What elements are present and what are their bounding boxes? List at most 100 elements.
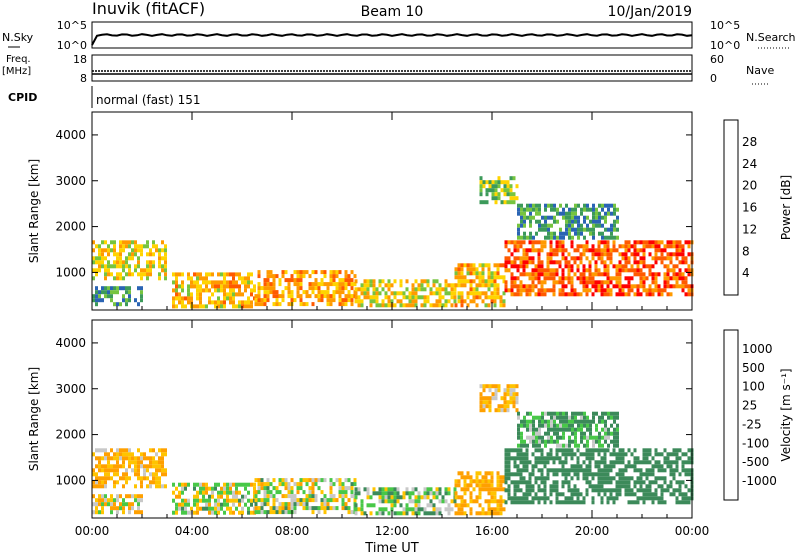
- echo-cell: [621, 256, 625, 261]
- echo-cell: [516, 268, 520, 273]
- echo-cell: [675, 488, 679, 493]
- echo-cell: [609, 252, 613, 257]
- echo-cell: [525, 284, 529, 289]
- echo-cell: [172, 280, 175, 285]
- echo-cell: [266, 494, 270, 499]
- echo-cell: [636, 264, 640, 269]
- echo-cell: [543, 480, 547, 485]
- echo-cell: [606, 280, 610, 285]
- echo-cell: [577, 203, 580, 208]
- echo-cell: [580, 439, 583, 444]
- echo-cell: [549, 256, 553, 261]
- echo-cell: [516, 256, 520, 261]
- echo-cell: [528, 472, 532, 477]
- echo-cell: [666, 292, 670, 297]
- echo-cell: [607, 211, 610, 216]
- echo-cell: [642, 496, 646, 501]
- echo-cell: [104, 248, 107, 253]
- echo-cell: [669, 240, 673, 245]
- echo-cell: [509, 384, 513, 389]
- echo-cell: [585, 492, 589, 497]
- echo-cell: [491, 392, 495, 397]
- echo-cell: [178, 490, 181, 495]
- echo-cell: [104, 476, 107, 481]
- echo-cell: [113, 302, 116, 307]
- echo-cell: [507, 256, 511, 261]
- echo-cell: [369, 279, 373, 284]
- echo-cell: [217, 498, 220, 503]
- echo-cell: [172, 304, 175, 309]
- echo-cell: [684, 500, 688, 505]
- y-tick-label: 3000: [55, 174, 86, 188]
- echo-cell: [199, 284, 202, 289]
- echo-cell: [645, 276, 649, 281]
- echo-cell: [516, 288, 520, 293]
- echo-cell: [432, 303, 436, 308]
- echo-cell: [326, 290, 330, 295]
- echo-cell: [263, 290, 267, 295]
- echo-cell: [568, 423, 571, 428]
- echo-cell: [579, 272, 583, 277]
- echo-cell: [137, 244, 140, 249]
- echo-cell: [517, 203, 520, 208]
- echo-cell: [576, 476, 580, 481]
- echo-cell: [549, 240, 553, 245]
- echo-cell: [287, 502, 291, 507]
- echo-cell: [101, 456, 104, 461]
- echo-cell: [308, 506, 312, 511]
- echo-cell: [454, 503, 458, 508]
- echo-cell: [543, 476, 547, 481]
- echo-cell: [543, 492, 547, 497]
- echo-cell: [507, 476, 511, 481]
- echo-cell: [152, 476, 155, 481]
- echo-cell: [490, 271, 494, 276]
- echo-cell: [510, 500, 514, 505]
- echo-cell: [140, 244, 143, 249]
- echo-cell: [116, 456, 119, 461]
- echo-cell: [503, 404, 507, 409]
- echo-cell: [453, 487, 457, 492]
- echo-cell: [597, 492, 601, 497]
- echo-cell: [621, 284, 625, 289]
- echo-cell: [583, 219, 586, 224]
- echo-cell: [314, 498, 318, 503]
- echo-cell: [535, 207, 538, 212]
- echo-cell: [247, 490, 250, 495]
- echo-cell: [405, 287, 409, 292]
- echo-cell: [597, 256, 601, 261]
- echo-cell: [205, 284, 208, 289]
- echo-cell: [519, 460, 523, 465]
- echo-cell: [266, 290, 270, 295]
- echo-cell: [478, 263, 482, 268]
- echo-cell: [591, 484, 595, 489]
- echo-cell: [299, 294, 303, 299]
- echo-cell: [161, 468, 164, 473]
- echo-cell: [609, 292, 613, 297]
- echo-cell: [250, 292, 253, 297]
- echo-cell: [528, 460, 532, 465]
- echo-cell: [158, 252, 161, 257]
- echo-cell: [128, 464, 131, 469]
- echo-cell: [654, 448, 658, 453]
- echo-cell: [460, 507, 464, 512]
- echo-cell: [585, 456, 589, 461]
- echo-cell: [181, 288, 184, 293]
- echo-cell: [654, 496, 658, 501]
- echo-cell: [110, 456, 113, 461]
- echo-cell: [573, 288, 577, 293]
- y-axis-label: Slant Range [km]: [27, 367, 41, 471]
- echo-cell: [232, 272, 235, 277]
- echo-cell: [636, 456, 640, 461]
- echo-cell: [568, 235, 571, 240]
- echo-cell: [687, 292, 691, 297]
- echo-cell: [519, 244, 523, 249]
- echo-cell: [504, 480, 508, 485]
- echo-cell: [562, 415, 565, 420]
- echo-cell: [208, 486, 211, 491]
- echo-cell: [603, 260, 607, 265]
- echo-cell: [574, 439, 577, 444]
- echo-cell: [223, 490, 226, 495]
- echo-cell: [598, 419, 601, 424]
- echo-cell: [354, 279, 358, 284]
